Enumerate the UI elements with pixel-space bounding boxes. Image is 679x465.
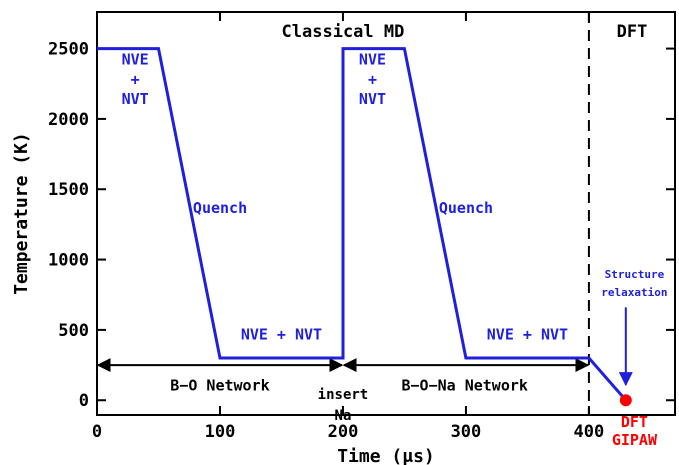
annotation-quench-1: Quench — [193, 199, 247, 217]
annotation-quench-2: Quench — [439, 199, 493, 217]
annotation-plus-2: + — [368, 70, 377, 88]
y-tick-label: 2500 — [48, 40, 89, 60]
annotation-plus-1: + — [131, 70, 140, 88]
y-tick-label: 1000 — [48, 251, 89, 271]
plot-area — [96, 11, 676, 416]
span-label-b-o-network: B−O Network — [170, 376, 269, 394]
x-tick-label: 100 — [205, 422, 236, 442]
x-tick-label: 200 — [328, 422, 359, 442]
y-tick-label: 1500 — [48, 180, 89, 200]
annotation-na: Na — [335, 408, 352, 424]
annotation-insert: insert — [318, 387, 369, 403]
annotation-nvt-1: NVT — [122, 90, 149, 108]
region-label-classical-md: Classical MD — [282, 22, 405, 42]
y-axis-label: Temperature (K) — [11, 132, 32, 295]
text-layer: Classical MD DFT NVE + NVT Quench NVE + … — [11, 22, 668, 465]
y-tick-label: 2000 — [48, 110, 89, 130]
annotation-structure: Structure — [605, 268, 665, 281]
annotation-nve-2: NVE — [359, 51, 386, 69]
annotation-plateau-2: NVE + NVT — [487, 326, 568, 344]
annotation-gipaw: GIPAW — [612, 431, 658, 449]
x-tick-label: 300 — [451, 422, 482, 442]
temperature-profile-line — [97, 47, 627, 402]
plot-frame — [96, 11, 676, 416]
annotation-nve-1: NVE — [122, 51, 149, 69]
dft-gipaw-point — [619, 394, 632, 407]
y-tick-label: 0 — [79, 391, 89, 411]
region-label-dft: DFT — [617, 22, 648, 42]
x-axis-label: Time (μs) — [337, 446, 435, 465]
x-tick-label: 0 — [92, 422, 102, 442]
x-tick-label: 400 — [574, 422, 605, 442]
y-tick-label: 500 — [58, 321, 89, 341]
annotation-plateau-1: NVE + NVT — [241, 326, 322, 344]
span-label-b-o-na-network: B−O−Na Network — [401, 376, 527, 394]
annotation-dft: DFT — [621, 413, 648, 431]
annotation-relaxation: relaxation — [601, 286, 667, 299]
annotation-nvt-2: NVT — [359, 90, 386, 108]
